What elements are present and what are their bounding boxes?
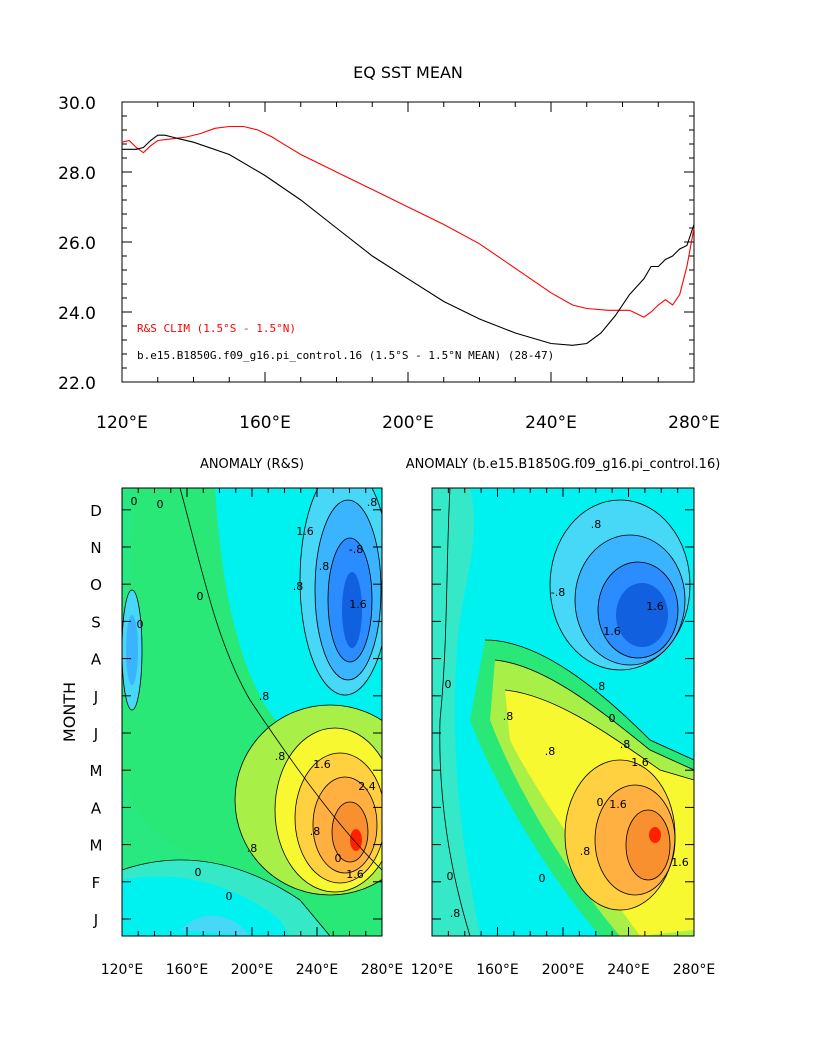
contour-label: .8 (367, 496, 378, 509)
y-tick-label: 24.0 (58, 304, 96, 324)
contour-label: .8 (293, 580, 304, 593)
y-tick-label: 26.0 (58, 234, 96, 254)
x-tick-label: 240°E (296, 962, 339, 978)
line-chart-title: EQ SST MEAN (353, 63, 463, 82)
x-tick-label: 240°E (607, 962, 650, 978)
month-label: D (90, 502, 102, 520)
contour-label: .8 (247, 842, 258, 855)
heatmap-right: ANOMALY (b.e15.B1850G.f09_g16.pi_control… (406, 457, 721, 978)
contour-label: 0 (609, 712, 616, 725)
contour-label: 0 (197, 590, 204, 603)
month-label: J (93, 911, 98, 929)
month-label: S (91, 613, 101, 631)
contour-label: 0 (539, 872, 546, 885)
contour-label: .8 (545, 745, 556, 758)
contour-label: .8 (591, 518, 602, 531)
contour-label: .8 (580, 845, 591, 858)
heatmap-left-field (122, 488, 382, 936)
x-tick-label: 280°E (668, 413, 720, 433)
contour-label: 0 (447, 870, 454, 883)
legend-entry-rs: R&S CLIM (1.5°S - 1.5°N) (137, 322, 296, 335)
contour-label: 0 (226, 890, 233, 903)
x-tick-label: 120°E (101, 962, 144, 978)
series-line-model (122, 134, 695, 346)
contour-label: .8 (259, 690, 270, 703)
contour-label: 2.4 (358, 780, 376, 793)
x-tick-label: 120°E (411, 962, 454, 978)
contour-label: 0 (335, 852, 342, 865)
line-chart: EQ SST MEAN 120°E 160°E 200°E 240°E 280°E 22… (58, 63, 720, 433)
x-axis-tick-labels: 120°E 160°E 200°E 240°E 280°E (96, 413, 720, 433)
month-label: J (93, 725, 98, 743)
heatmap-left-ticks (121, 488, 383, 936)
contour-label: 0 (137, 618, 144, 631)
contour-label: .8 (595, 680, 606, 693)
contour-label: 1.6 (349, 598, 367, 611)
contour-label: -.8 (349, 543, 363, 556)
x-tick-label: 280°E (361, 962, 404, 978)
x-tick-label: 160°E (166, 962, 209, 978)
contour-label: 1.6 (346, 868, 364, 881)
heatmap-left: ANOMALY (R&S) (60, 457, 404, 978)
x-tick-label: 160°E (476, 962, 519, 978)
contour-label: 1.6 (603, 625, 621, 638)
contour-label: 1.6 (296, 525, 314, 538)
contour-label: 1.6 (313, 758, 331, 771)
month-label: M (90, 837, 103, 855)
contour-label: 1.6 (631, 756, 649, 769)
y-tick-label: 22.0 (58, 374, 96, 394)
month-label: A (91, 651, 102, 669)
heatmap-left-title: ANOMALY (R&S) (200, 457, 304, 472)
line-series-group (121, 125, 695, 346)
x-tick-label: 200°E (382, 413, 434, 433)
y-tick-label: 30.0 (58, 94, 96, 114)
line-chart-ticks (121, 101, 695, 383)
y-axis-label: MONTH (60, 682, 79, 742)
y-axis-tick-labels: 22.0 24.0 26.0 28.0 30.0 (58, 94, 96, 394)
heatmap-right-field (432, 488, 694, 936)
month-label: J (93, 688, 98, 706)
contour-label: 0 (195, 866, 202, 879)
x-tick-label: 200°E (542, 962, 585, 978)
month-tick-labels: J F M A M J J A S O N D (90, 502, 103, 929)
x-tick-label: 280°E (673, 962, 716, 978)
contour-label: 0 (445, 678, 452, 691)
contour-label: .8 (503, 710, 514, 723)
contour-label: 0 (131, 495, 138, 508)
month-label: F (92, 874, 101, 892)
contour-label: .8 (275, 750, 286, 763)
contour-label: .8 (450, 907, 461, 920)
y-tick-label: 28.0 (58, 164, 96, 184)
contour-label: .8 (319, 560, 330, 573)
heatmap-right-title: ANOMALY (b.e15.B1850G.f09_g16.pi_control… (406, 457, 721, 472)
x-tick-label: 240°E (525, 413, 577, 433)
contour-label: 1.6 (671, 856, 689, 869)
heatmap-right-x-tick-labels: 120°E 160°E 200°E 240°E 280°E (411, 962, 716, 978)
contour-label: .8 (310, 825, 321, 838)
contour-label: 1.6 (646, 600, 664, 613)
heatmap-left-contour-labels: 0 0 0 0 .8 .8 .8 .8 1.6 1.6 .8 1.6 2.4 0 0 .8 -.8 .8 1.6 0 (131, 495, 378, 903)
x-tick-label: 160°E (239, 413, 291, 433)
contour-label: -.8 (551, 586, 565, 599)
x-tick-label: 120°E (96, 413, 148, 433)
heatmap-right-contour-labels: .81.61.6.8-.800.8.8.81.6.81.61.600 0.8 (445, 518, 689, 920)
month-label: N (90, 539, 101, 557)
x-tick-label: 200°E (231, 962, 274, 978)
series-line-rs-clim (121, 125, 695, 318)
contour-label: 0 (157, 498, 164, 511)
month-label: M (90, 762, 103, 780)
month-label: A (91, 799, 102, 817)
legend-entry-model: b.e15.B1850G.f09_g16.pi_control.16 (1.5°… (137, 349, 554, 362)
month-label: O (90, 576, 102, 594)
line-chart-frame (121, 101, 695, 383)
heatmap-left-x-tick-labels: 120°E 160°E 200°E 240°E 280°E (101, 962, 404, 978)
heatmap-right-ticks (431, 488, 695, 936)
contour-label: 1.6 (609, 798, 627, 811)
contour-label: .8 (620, 738, 631, 751)
contour-label: 0 (597, 796, 604, 809)
